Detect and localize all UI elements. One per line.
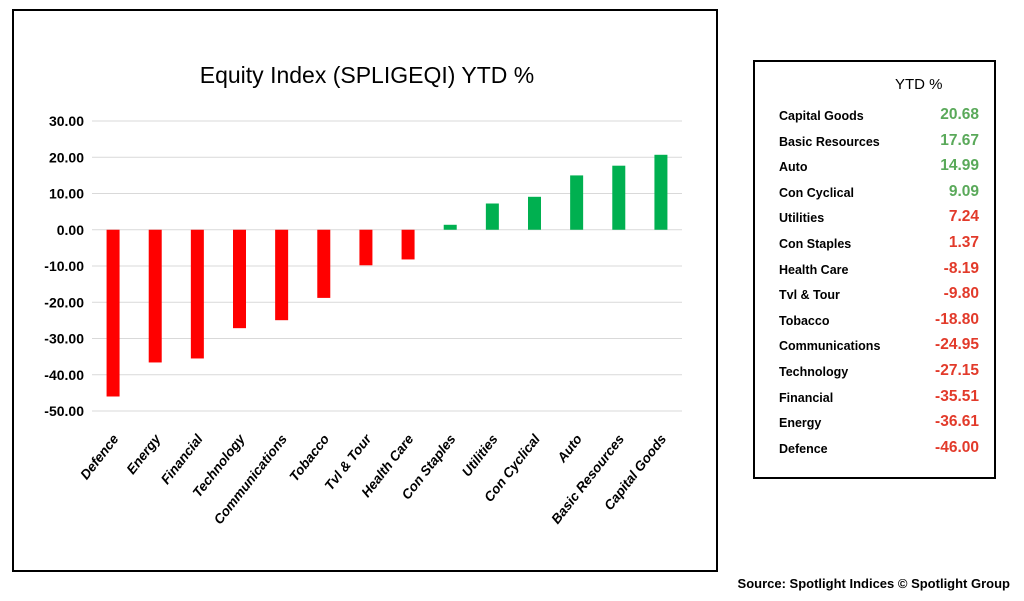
table-row: Utilities 7.24 [779, 208, 979, 230]
bar [275, 229, 289, 321]
table-row: Basic Resources 17.67 [779, 132, 979, 154]
chart-title: Equity Index (SPLIGEQI) YTD % [200, 62, 534, 88]
table-row-value: -24.95 [935, 336, 979, 354]
table-row: Con Cyclical 9.09 [779, 183, 979, 205]
table-row-value: -35.51 [935, 387, 979, 405]
table-row-label: Defence [779, 441, 828, 456]
table-row-value: 14.99 [940, 157, 979, 175]
table-row: Energy -36.61 [779, 413, 979, 435]
table-row: Financial -35.51 [779, 388, 979, 410]
bar [317, 229, 331, 298]
table-row-value: -36.61 [935, 413, 979, 431]
table-row: Defence -46.00 [779, 439, 979, 461]
table-row-label: Communications [779, 339, 881, 354]
table-row: Tobacco -18.80 [779, 311, 979, 333]
y-tick-label: 10.00 [49, 186, 84, 202]
bar [443, 224, 457, 230]
bar [485, 203, 499, 230]
x-tick-label: Tobacco [286, 432, 332, 485]
x-tick-label: Defence [77, 431, 121, 482]
y-tick-label: -30.00 [44, 331, 84, 347]
x-tick-label: Communications [211, 431, 291, 527]
bar [233, 229, 246, 329]
y-tick-label: -40.00 [44, 367, 84, 383]
table-row: Capital Goods 20.68 [779, 106, 979, 128]
y-tick-label: 20.00 [49, 149, 84, 165]
table-row-label: Energy [779, 416, 822, 431]
x-tick-label: Energy [124, 430, 165, 476]
table-row-label: Financial [779, 390, 834, 405]
table-row-label: Utilities [779, 211, 825, 226]
table-row-label: Auto [779, 160, 808, 175]
table-row-label: Tvl & Tour [779, 288, 840, 303]
table-row-value: -18.80 [935, 310, 979, 328]
source-credit: Source: Spotlight Indices © Spotlight Gr… [737, 576, 1010, 591]
y-tick-label: -10.00 [44, 258, 84, 274]
x-tick-label: Auto [554, 432, 585, 466]
table-row-value: -27.15 [935, 362, 979, 379]
table-row-value: 20.68 [940, 106, 979, 123]
y-tick-label: -50.00 [44, 403, 84, 419]
bar-chart: Equity Index (SPLIGEQI) YTD % 30.00 20.00 1… [44, 62, 682, 527]
bar [401, 229, 415, 260]
y-tick-label: 0.00 [57, 222, 84, 238]
x-tick-label: Basic Resources [548, 431, 627, 526]
bar [654, 154, 668, 230]
y-tick-label: 30.00 [49, 113, 84, 129]
table-row-value: 9.09 [948, 182, 979, 200]
table-row-label: Tobacco [779, 313, 830, 328]
table-row: Tvl & Tour -9.80 [779, 285, 979, 307]
table-row-value: 17.67 [940, 131, 979, 149]
table-row: Health Care -8.19 [779, 260, 979, 282]
table-row: Con Staples 1.37 [779, 234, 979, 256]
chart-panel: Equity Index (SPLIGEQI) YTD % 30.00 20.00 1… [12, 9, 718, 572]
ytd-table: YTD % Capital Goods 20.68 Basic Resources 1… [753, 60, 996, 479]
table-row-value: 1.37 [948, 234, 979, 251]
bar [190, 229, 204, 359]
table-row-label: Health Care [779, 262, 849, 277]
table-row-value: -9.80 [943, 285, 979, 303]
table-row-label: Con Cyclical [779, 185, 855, 200]
table-header: YTD % [895, 76, 943, 93]
bar [148, 229, 162, 363]
table-row-value: -46.00 [935, 438, 979, 456]
bar [570, 175, 584, 230]
bar [612, 165, 626, 230]
table-row: Communications -24.95 [779, 336, 979, 358]
table-row-value: -8.19 [943, 259, 979, 277]
table-row-value: 7.24 [948, 208, 979, 226]
table-row-label: Capital Goods [779, 109, 864, 123]
bar [359, 229, 373, 266]
table-row-label: Con Staples [779, 237, 852, 251]
table-row-label: Basic Resources [779, 134, 880, 149]
bar [528, 196, 541, 230]
bar [106, 229, 120, 397]
x-tick-label: Utilities [459, 431, 501, 479]
table-row: Auto 14.99 [779, 157, 979, 179]
y-tick-label: -20.00 [44, 294, 84, 310]
table-row-label: Technology [779, 365, 849, 379]
table-row: Technology -27.15 [779, 362, 979, 384]
